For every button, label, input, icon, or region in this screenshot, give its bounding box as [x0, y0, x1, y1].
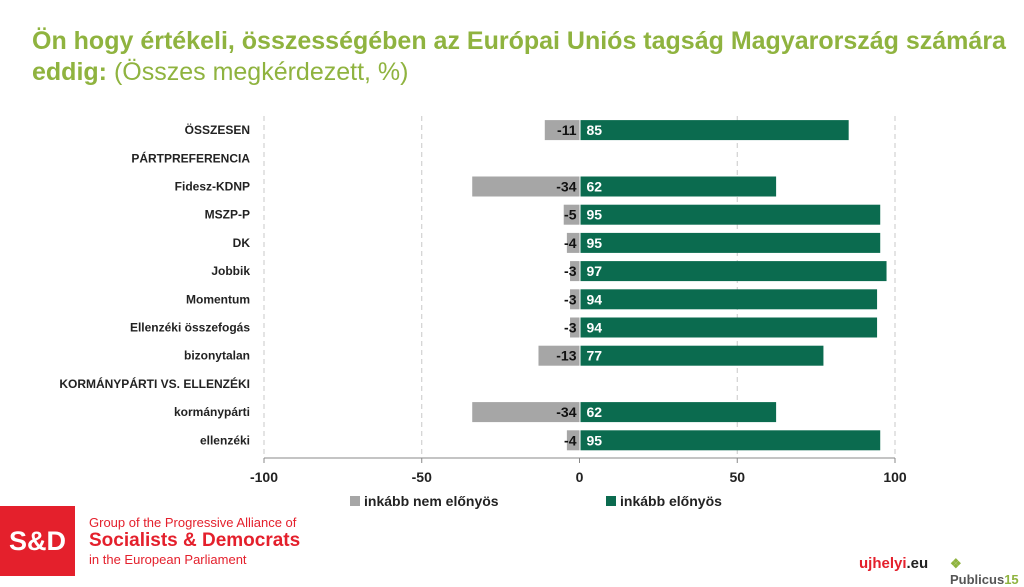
category-label: ÖSSZESEN [185, 122, 250, 137]
data-label: -34 [556, 404, 576, 420]
bar-negative [566, 430, 580, 451]
bar-negative [472, 176, 580, 197]
bar-negative [570, 261, 580, 282]
category-label: ellenzéki [200, 433, 250, 447]
data-label: 62 [587, 404, 603, 420]
category-label: Momentum [186, 292, 250, 306]
legend-label: inkább nem előnyös [364, 493, 499, 509]
bar-positive [580, 232, 881, 253]
category-label: kormánypárti [174, 405, 250, 419]
data-label: -4 [564, 432, 577, 448]
bar-negative [472, 402, 580, 423]
data-label: -4 [564, 235, 577, 251]
x-tick-label: 50 [729, 469, 745, 485]
bar-negative [570, 289, 580, 310]
sd-line2: Socialists & Democrats [89, 530, 301, 551]
x-tick-label: 0 [576, 469, 584, 485]
data-label: -5 [564, 207, 577, 223]
bar-positive [580, 120, 849, 141]
data-label: 95 [587, 432, 603, 448]
bar-positive [580, 261, 887, 282]
sd-group-name: Group of the Progressive Alliance of Soc… [89, 515, 300, 567]
bar-negative [544, 120, 580, 141]
x-tick-label: -100 [250, 469, 278, 485]
data-label: 77 [587, 348, 603, 364]
bar-positive [580, 289, 878, 310]
data-label: 94 [587, 320, 603, 336]
bar-positive [580, 317, 878, 338]
sd-line3: in the European Parliament [89, 552, 247, 567]
category-label: DK [233, 236, 251, 250]
bar-positive [580, 345, 824, 366]
data-label: -11 [557, 122, 577, 138]
bar-negative [563, 204, 580, 225]
data-label: 95 [587, 207, 603, 223]
data-label: 95 [587, 235, 603, 251]
bar-positive [580, 402, 777, 423]
bar-negative [538, 345, 580, 366]
data-label: 85 [587, 122, 603, 138]
publicus-logo: ❖ Publicus15 [950, 556, 1019, 587]
data-label: 62 [587, 179, 603, 195]
category-label: Fidesz-KDNP [175, 180, 250, 194]
sd-line1: Group of the Progressive Alliance of [89, 515, 297, 530]
title-main: Ön hogy értékeli, összességében az Európ… [32, 27, 1006, 86]
bar-positive [580, 204, 881, 225]
bar-positive [580, 430, 881, 451]
data-label: -3 [564, 263, 577, 279]
legend-swatch [606, 496, 616, 506]
bar-negative [570, 317, 580, 338]
x-tick-label: -50 [412, 469, 432, 485]
ujhelyi-logo: ujhelyi.eu [859, 555, 929, 572]
chart-title: Ön hogy értékeli, összességében az Európ… [32, 26, 1012, 88]
legend-swatch [350, 496, 360, 506]
title-sub: (Összes megkérdezett, %) [113, 58, 409, 86]
data-label: -13 [556, 348, 576, 364]
data-label: -3 [564, 291, 577, 307]
data-label: -3 [564, 320, 577, 336]
bar-negative [566, 232, 580, 253]
category-label: PÁRTPREFERENCIA [131, 150, 250, 165]
sd-logo: S&D [0, 506, 75, 576]
category-label: MSZP-P [205, 208, 250, 222]
category-label: bizonytalan [184, 349, 250, 363]
bar-positive [580, 176, 777, 197]
category-label: KORMÁNYPÁRTI VS. ELLENZÉKI [59, 376, 250, 391]
data-label: 94 [587, 291, 603, 307]
category-label: Jobbik [211, 264, 250, 278]
data-label: 97 [587, 263, 603, 279]
data-label: -34 [556, 179, 576, 195]
legend-label: inkább előnyös [620, 493, 722, 509]
x-tick-label: 100 [883, 469, 907, 485]
category-label: Ellenzéki összefogás [130, 321, 250, 335]
